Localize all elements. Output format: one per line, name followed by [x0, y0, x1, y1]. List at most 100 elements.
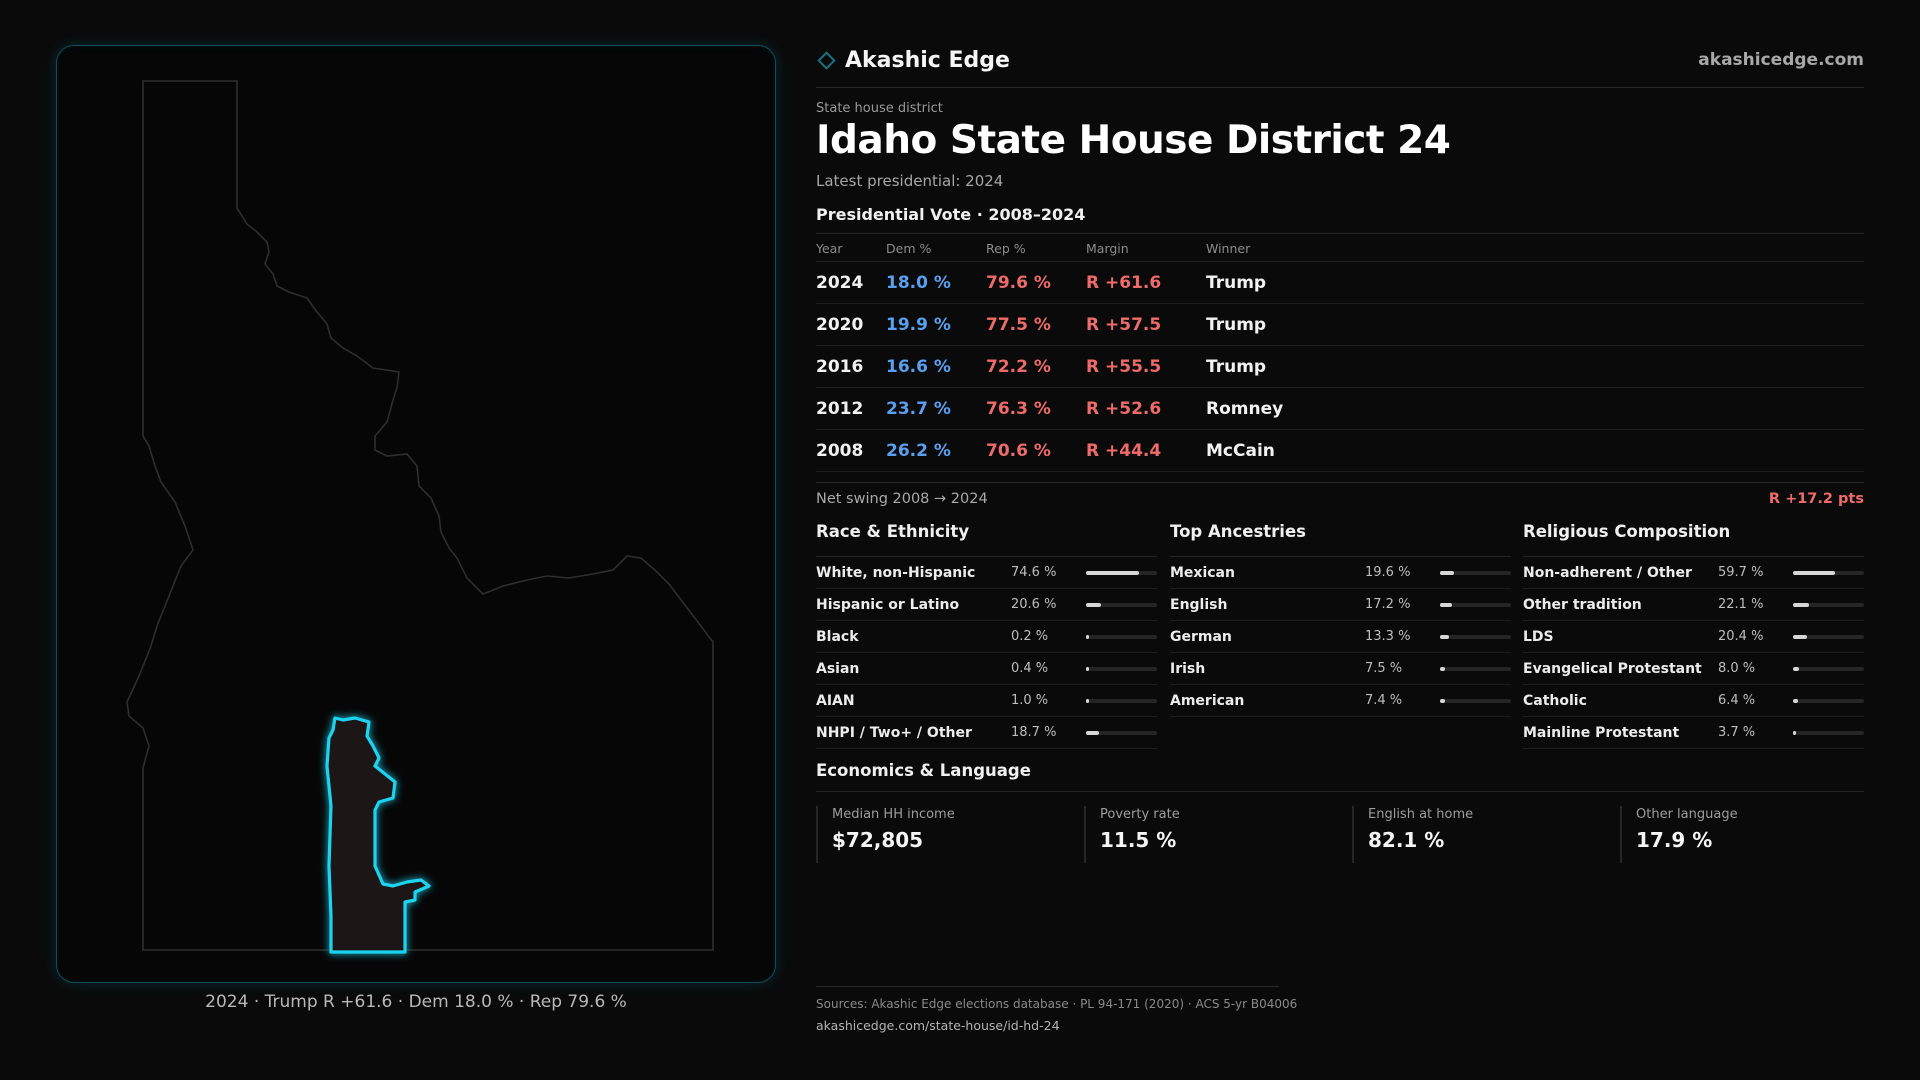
- bar-fill: [1086, 635, 1089, 639]
- bar-track: [1440, 699, 1511, 703]
- bar-fill: [1086, 603, 1101, 607]
- table-row: 2020 19.9 % 77.5 % R +57.5 Trump: [816, 304, 1864, 346]
- stat-value: $72,805: [832, 828, 924, 852]
- sources-note: Sources: Akashic Edge elections database…: [816, 997, 1298, 1011]
- site-link[interactable]: akashicedge.com: [1698, 50, 1864, 70]
- item-label: White, non-Hispanic: [816, 565, 976, 581]
- bar-fill: [1793, 571, 1835, 575]
- bar-fill: [1793, 699, 1798, 703]
- page-url[interactable]: akashicedge.com/state-house/id-hd-24: [816, 1018, 1060, 1033]
- year-cell: 2016: [816, 357, 864, 377]
- dem-cell: 26.2 %: [886, 441, 951, 461]
- item-label: Evangelical Protestant: [1523, 661, 1702, 677]
- state-outline: [126, 80, 714, 951]
- list-item: Mainline Protestant 3.7 %: [1523, 717, 1864, 749]
- diamond-icon: [817, 50, 836, 70]
- list-item: NHPI / Two+ / Other 18.7 %: [816, 717, 1157, 749]
- margin-cell: R +52.6: [1086, 399, 1162, 419]
- stat-median-income: Median HH income $72,805: [816, 806, 1066, 863]
- margin-cell: R +57.5: [1086, 315, 1162, 335]
- list-item: White, non-Hispanic 74.6 %: [816, 557, 1157, 589]
- list-item: American 7.4 %: [1170, 685, 1511, 717]
- presidential-table: Year Dem % Rep % Margin Winner 2024 18.0…: [816, 236, 1864, 472]
- item-label: American: [1170, 693, 1245, 709]
- bar-track: [1793, 571, 1864, 575]
- item-label: Asian: [816, 661, 860, 677]
- table-header: Year Dem % Rep % Margin Winner: [816, 236, 1864, 262]
- stat-label: Poverty rate: [1100, 807, 1180, 822]
- item-percent: 0.4 %: [1011, 661, 1049, 676]
- list-item: Non-adherent / Other 59.7 %: [1523, 557, 1864, 589]
- winner-cell: Romney: [1206, 399, 1284, 419]
- item-percent: 19.6 %: [1365, 565, 1411, 580]
- item-label: German: [1170, 629, 1232, 645]
- list-item: Evangelical Protestant 8.0 %: [1523, 653, 1864, 685]
- rep-cell: 79.6 %: [986, 273, 1051, 293]
- item-percent: 6.4 %: [1718, 693, 1756, 708]
- item-percent: 0.2 %: [1011, 629, 1049, 644]
- item-label: Non-adherent / Other: [1523, 565, 1692, 581]
- list-item: Asian 0.4 %: [816, 653, 1157, 685]
- bar-fill: [1086, 699, 1089, 703]
- item-label: Mainline Protestant: [1523, 725, 1680, 741]
- bar-fill: [1440, 571, 1454, 575]
- section-heading: Religious Composition: [1523, 521, 1864, 557]
- item-percent: 17.2 %: [1365, 597, 1411, 612]
- list-item: Mexican 19.6 %: [1170, 557, 1511, 589]
- item-label: Catholic: [1523, 693, 1587, 709]
- winner-cell: McCain: [1206, 441, 1275, 461]
- winner-cell: Trump: [1206, 273, 1267, 293]
- stat-label: English at home: [1368, 807, 1474, 822]
- table-row: 2008 26.2 % 70.6 % R +44.4 McCain: [816, 430, 1864, 472]
- margin-cell: R +61.6: [1086, 273, 1162, 293]
- economics-heading: Economics & Language: [816, 761, 1864, 792]
- item-label: Mexican: [1170, 565, 1235, 581]
- brand[interactable]: Akashic Edge: [816, 45, 1010, 75]
- item-percent: 13.3 %: [1365, 629, 1411, 644]
- bar-track: [1086, 731, 1157, 735]
- bar-fill: [1086, 667, 1089, 671]
- list-item: Other tradition 22.1 %: [1523, 589, 1864, 621]
- stat-value: 11.5 %: [1100, 828, 1177, 852]
- footer-divider: [816, 986, 1279, 987]
- bar-fill: [1086, 571, 1139, 575]
- bar-track: [1086, 699, 1157, 703]
- table-row: 2016 16.6 % 72.2 % R +55.5 Trump: [816, 346, 1864, 388]
- list-item: Irish 7.5 %: [1170, 653, 1511, 685]
- brand-name: Akashic Edge: [845, 47, 1010, 73]
- bar-track: [1440, 571, 1511, 575]
- bar-track: [1086, 635, 1157, 639]
- dem-cell: 19.9 %: [886, 315, 951, 335]
- bar-track: [1793, 731, 1864, 735]
- col-year: Year: [816, 241, 843, 256]
- year-cell: 2012: [816, 399, 864, 419]
- bar-fill: [1440, 635, 1449, 639]
- page-subtitle: Latest presidential: 2024: [816, 172, 1004, 190]
- list-item: Black 0.2 %: [816, 621, 1157, 653]
- bar-track: [1440, 635, 1511, 639]
- list-item: Hispanic or Latino 20.6 %: [816, 589, 1157, 621]
- section-heading: Top Ancestries: [1170, 521, 1511, 557]
- section-heading: Race & Ethnicity: [816, 521, 1157, 557]
- stat-poverty-rate: Poverty rate 11.5 %: [1084, 806, 1334, 863]
- stat-label: Other language: [1636, 807, 1738, 822]
- bar-track: [1086, 571, 1157, 575]
- list-item: AIAN 1.0 %: [816, 685, 1157, 717]
- stat-value: 17.9 %: [1636, 828, 1713, 852]
- item-percent: 59.7 %: [1718, 565, 1764, 580]
- margin-cell: R +55.5: [1086, 357, 1162, 377]
- item-label: Black: [816, 629, 859, 645]
- item-percent: 1.0 %: [1011, 693, 1049, 708]
- item-percent: 74.6 %: [1011, 565, 1057, 580]
- rep-cell: 72.2 %: [986, 357, 1051, 377]
- stat-label: Median HH income: [832, 807, 955, 822]
- item-label: AIAN: [816, 693, 855, 709]
- item-percent: 8.0 %: [1718, 661, 1756, 676]
- bar-track: [1086, 603, 1157, 607]
- item-label: Hispanic or Latino: [816, 597, 960, 613]
- year-cell: 2020: [816, 315, 864, 335]
- map-panel: [56, 45, 776, 983]
- year-cell: 2008: [816, 441, 864, 461]
- rep-cell: 76.3 %: [986, 399, 1051, 419]
- col-rep: Rep %: [986, 241, 1026, 256]
